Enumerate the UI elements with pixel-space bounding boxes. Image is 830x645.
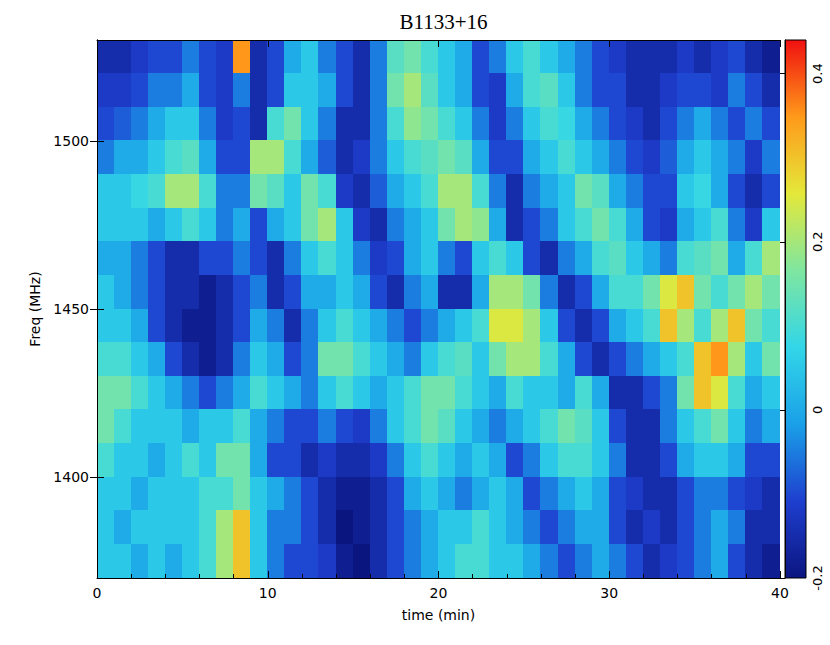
- svg-text:Freq (MHz): Freq (MHz): [27, 271, 43, 346]
- svg-text:40: 40: [771, 585, 789, 601]
- svg-text:0: 0: [810, 406, 825, 414]
- svg-text:0.4: 0.4: [810, 63, 825, 84]
- svg-text:-0.2: -0.2: [810, 565, 825, 590]
- svg-text:time (min): time (min): [402, 607, 475, 623]
- svg-text:1450: 1450: [53, 301, 89, 317]
- svg-text:1500: 1500: [53, 133, 89, 149]
- svg-text:10: 10: [259, 585, 277, 601]
- svg-text:1400: 1400: [53, 469, 89, 485]
- svg-text:B1133+16: B1133+16: [399, 10, 487, 34]
- svg-text:0.2: 0.2: [810, 231, 825, 252]
- svg-text:30: 30: [600, 585, 618, 601]
- svg-text:20: 20: [430, 585, 448, 601]
- svg-text:0: 0: [93, 585, 102, 601]
